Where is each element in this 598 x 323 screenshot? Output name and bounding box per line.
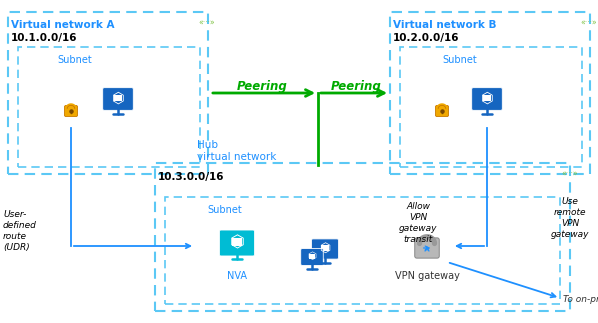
- Text: ⬡: ⬡: [230, 233, 245, 251]
- Text: Subnet: Subnet: [443, 55, 477, 65]
- Bar: [155, 163, 570, 311]
- Text: Hub
virtual network: Hub virtual network: [197, 140, 276, 162]
- Text: ⬡: ⬡: [112, 90, 124, 106]
- Text: VPN gateway: VPN gateway: [395, 271, 459, 281]
- Text: Peering: Peering: [237, 80, 288, 93]
- FancyBboxPatch shape: [312, 239, 338, 259]
- Text: Peering: Peering: [331, 80, 382, 93]
- Text: 10.3.0.0/16: 10.3.0.0/16: [158, 172, 224, 182]
- Text: Subnet: Subnet: [57, 55, 92, 65]
- Bar: [232, 238, 242, 245]
- Bar: [483, 95, 492, 101]
- Text: Use
remote
VPN
gateway: Use remote VPN gateway: [551, 197, 589, 239]
- Text: «···»: «···»: [581, 19, 597, 28]
- Bar: [8, 12, 208, 174]
- Bar: [165, 197, 560, 304]
- FancyBboxPatch shape: [103, 88, 133, 110]
- Text: ⬡: ⬡: [307, 251, 316, 261]
- Text: To on-premises: To on-premises: [563, 296, 598, 305]
- Bar: [390, 12, 590, 174]
- Text: ⬡: ⬡: [319, 242, 331, 255]
- Text: 10.2.0.0/16: 10.2.0.0/16: [393, 33, 459, 43]
- Bar: [321, 245, 329, 251]
- Bar: [114, 95, 123, 101]
- Text: Subnet: Subnet: [208, 205, 242, 215]
- Bar: [18, 47, 200, 167]
- FancyBboxPatch shape: [435, 105, 448, 117]
- FancyBboxPatch shape: [415, 238, 440, 258]
- Bar: [400, 47, 582, 167]
- Bar: [309, 254, 315, 258]
- Text: Virtual network B: Virtual network B: [393, 20, 496, 30]
- Text: ⬡: ⬡: [481, 90, 493, 106]
- Text: User-
defined
route
(UDR): User- defined route (UDR): [3, 210, 37, 252]
- Text: Virtual network A: Virtual network A: [11, 20, 114, 30]
- Text: Allow
VPN
gateway
transit: Allow VPN gateway transit: [399, 202, 437, 244]
- FancyBboxPatch shape: [472, 88, 502, 110]
- Text: 10.1.0.0/16: 10.1.0.0/16: [11, 33, 78, 43]
- FancyBboxPatch shape: [65, 105, 78, 117]
- Text: NVA: NVA: [227, 271, 247, 281]
- FancyBboxPatch shape: [219, 230, 255, 256]
- FancyBboxPatch shape: [301, 248, 324, 266]
- Text: «···»: «···»: [199, 19, 215, 28]
- Text: «···»: «···»: [562, 170, 578, 179]
